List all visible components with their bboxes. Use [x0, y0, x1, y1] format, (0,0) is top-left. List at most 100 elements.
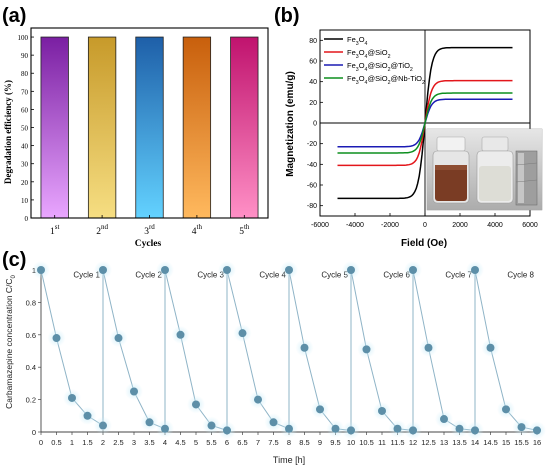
a-x-tick-label-2: 2nd — [96, 223, 108, 237]
c-x-tick-label: 2.5 — [113, 438, 123, 447]
c-point — [393, 424, 402, 433]
c-point — [52, 334, 61, 343]
b-x-tick-label: 2000 — [452, 222, 468, 229]
panel-b-tag: (b) — [274, 5, 300, 27]
c-x-tick-label: 7.5 — [268, 438, 278, 447]
a-x-tick-label-3: 3rd — [144, 223, 155, 237]
b-x-tick-label: 6000 — [522, 222, 538, 229]
c-point — [207, 421, 216, 430]
c-x-tick-label: 14 — [471, 438, 479, 447]
c-point — [409, 426, 417, 435]
a-bar-1 — [40, 36, 69, 219]
b-y-axis-label: Magnetization (emu/g) — [285, 71, 296, 177]
c-x-tick-label: 6 — [225, 438, 229, 447]
c-x-tick-label: 3.5 — [144, 438, 154, 447]
panel-c-tag: (c) — [2, 249, 26, 271]
c-point — [300, 343, 309, 352]
a-y-tick-label: 90 — [21, 52, 29, 60]
b-legend-label-2: Fe3O4@SiO2 — [347, 48, 391, 60]
c-x-tick-label: 11 — [378, 438, 386, 447]
b-y-tick-label: 40 — [309, 79, 317, 86]
c-y-tick-label: 0.4 — [26, 363, 36, 372]
inset-photo — [426, 128, 543, 211]
c-x-tick-label: 15 — [502, 438, 510, 447]
c-point — [347, 426, 355, 435]
c-cycle-label-1: Cycle 1 — [73, 270, 100, 279]
c-point — [455, 424, 464, 433]
vial-clear — [476, 136, 514, 204]
b-x-tick-label: 4000 — [487, 222, 503, 229]
b-x-tick-label: -2000 — [381, 222, 399, 229]
c-x-tick-label: 10.5 — [359, 438, 374, 447]
a-y-tick-label: 0 — [25, 215, 29, 223]
c-point — [362, 345, 371, 354]
b-legend-label-3: Fe3O4@SiO2@TiO2 — [347, 61, 413, 73]
vial-brown — [432, 136, 470, 204]
c-x-tick-label: 1 — [70, 438, 74, 447]
a-x-axis-label: Cycles — [135, 239, 162, 249]
c-series-line — [40, 269, 538, 432]
a-y-tick-label: 20 — [21, 179, 29, 187]
a-bar-2 — [87, 36, 117, 219]
c-y-axis-label: Carbamazepine concentration C/C0 — [4, 274, 17, 408]
a-bar-5 — [230, 36, 259, 219]
c-x-tick-label: 12.5 — [421, 438, 436, 447]
a-y-tick-label: 30 — [21, 161, 29, 169]
b-y-tick-label: -40 — [307, 162, 317, 169]
panel-a-bar-chart: (a) 1st 2nd 3rd 4th 5th 0 10 20 30 40 50 60 70 80 90 10… — [2, 5, 269, 249]
a-axes: 1st 2nd 3rd 4th 5th 0 10 20 30 40 50 60 70 80 90 100 — [18, 27, 269, 237]
c-x-tick-label: 7 — [256, 438, 260, 447]
a-bars — [40, 36, 259, 219]
c-x-tick-label: 8.5 — [299, 438, 309, 447]
c-y-tick-label: 0.6 — [26, 331, 36, 340]
c-point — [176, 330, 185, 339]
c-cycle-label-3: Cycle 3 — [197, 270, 224, 279]
c-x-tick-label: 13 — [440, 438, 448, 447]
b-x-tick-label: -6000 — [311, 222, 329, 229]
c-point — [161, 424, 169, 433]
b-x-tick-label: 0 — [423, 222, 427, 229]
c-point — [68, 393, 76, 402]
c-point — [130, 387, 138, 396]
c-y-tick-label: 0.8 — [26, 298, 36, 307]
c-x-tick-label: 6.5 — [237, 438, 247, 447]
c-point — [409, 266, 417, 274]
c-cycle-label-7: Cycle 7 — [445, 270, 472, 279]
b-y-tick-label: 20 — [309, 100, 317, 107]
c-x-tick-label: 13.5 — [452, 438, 467, 447]
c-x-axis-label: Time [h] — [273, 455, 305, 465]
c-point — [331, 424, 340, 433]
a-y-tick-label: 60 — [21, 106, 29, 114]
a-bar-3 — [135, 36, 164, 219]
c-x-tick-label: 2 — [101, 438, 105, 447]
c-x-tick-label: 11.5 — [390, 438, 404, 447]
b-y-tick-label: 60 — [309, 59, 317, 66]
c-point — [99, 266, 107, 274]
c-point — [502, 405, 510, 414]
c-x-tick-label: 4 — [163, 438, 167, 447]
b-legend: Fe3O4Fe3O4@SiO2Fe3O4@SiO2@TiO2Fe3O4@SiO2… — [324, 35, 425, 86]
c-x-tick-label: 12 — [409, 438, 417, 447]
c-cycle-label-6: Cycle 6 — [383, 270, 410, 279]
c-point — [517, 423, 526, 432]
a-bar-4 — [182, 36, 212, 219]
c-point — [471, 426, 479, 435]
c-point — [192, 400, 200, 409]
c-cycle-label-4: Cycle 4 — [259, 270, 286, 279]
c-cycle-label-8: Cycle 8 — [507, 270, 534, 279]
c-point — [316, 405, 324, 414]
c-x-tick-label: 0.5 — [51, 438, 61, 447]
c-point — [533, 426, 541, 435]
a-x-tick-label-5: 5th — [239, 223, 250, 237]
b-x-axis-label: Field (Oe) — [401, 238, 447, 249]
c-x-tick-label: 0 — [39, 438, 43, 447]
c-point — [161, 266, 169, 274]
a-x-tick-label-1: 1st — [50, 223, 59, 237]
c-x-tick-label: 9 — [318, 438, 322, 447]
c-cycle-label-2: Cycle 2 — [135, 270, 162, 279]
c-point — [471, 266, 479, 274]
c-point — [440, 415, 448, 424]
c-x-tick-label: 14.5 — [483, 438, 498, 447]
b-y-tick-label: 0 — [313, 121, 317, 128]
c-x-tick-label: 5.5 — [206, 438, 216, 447]
